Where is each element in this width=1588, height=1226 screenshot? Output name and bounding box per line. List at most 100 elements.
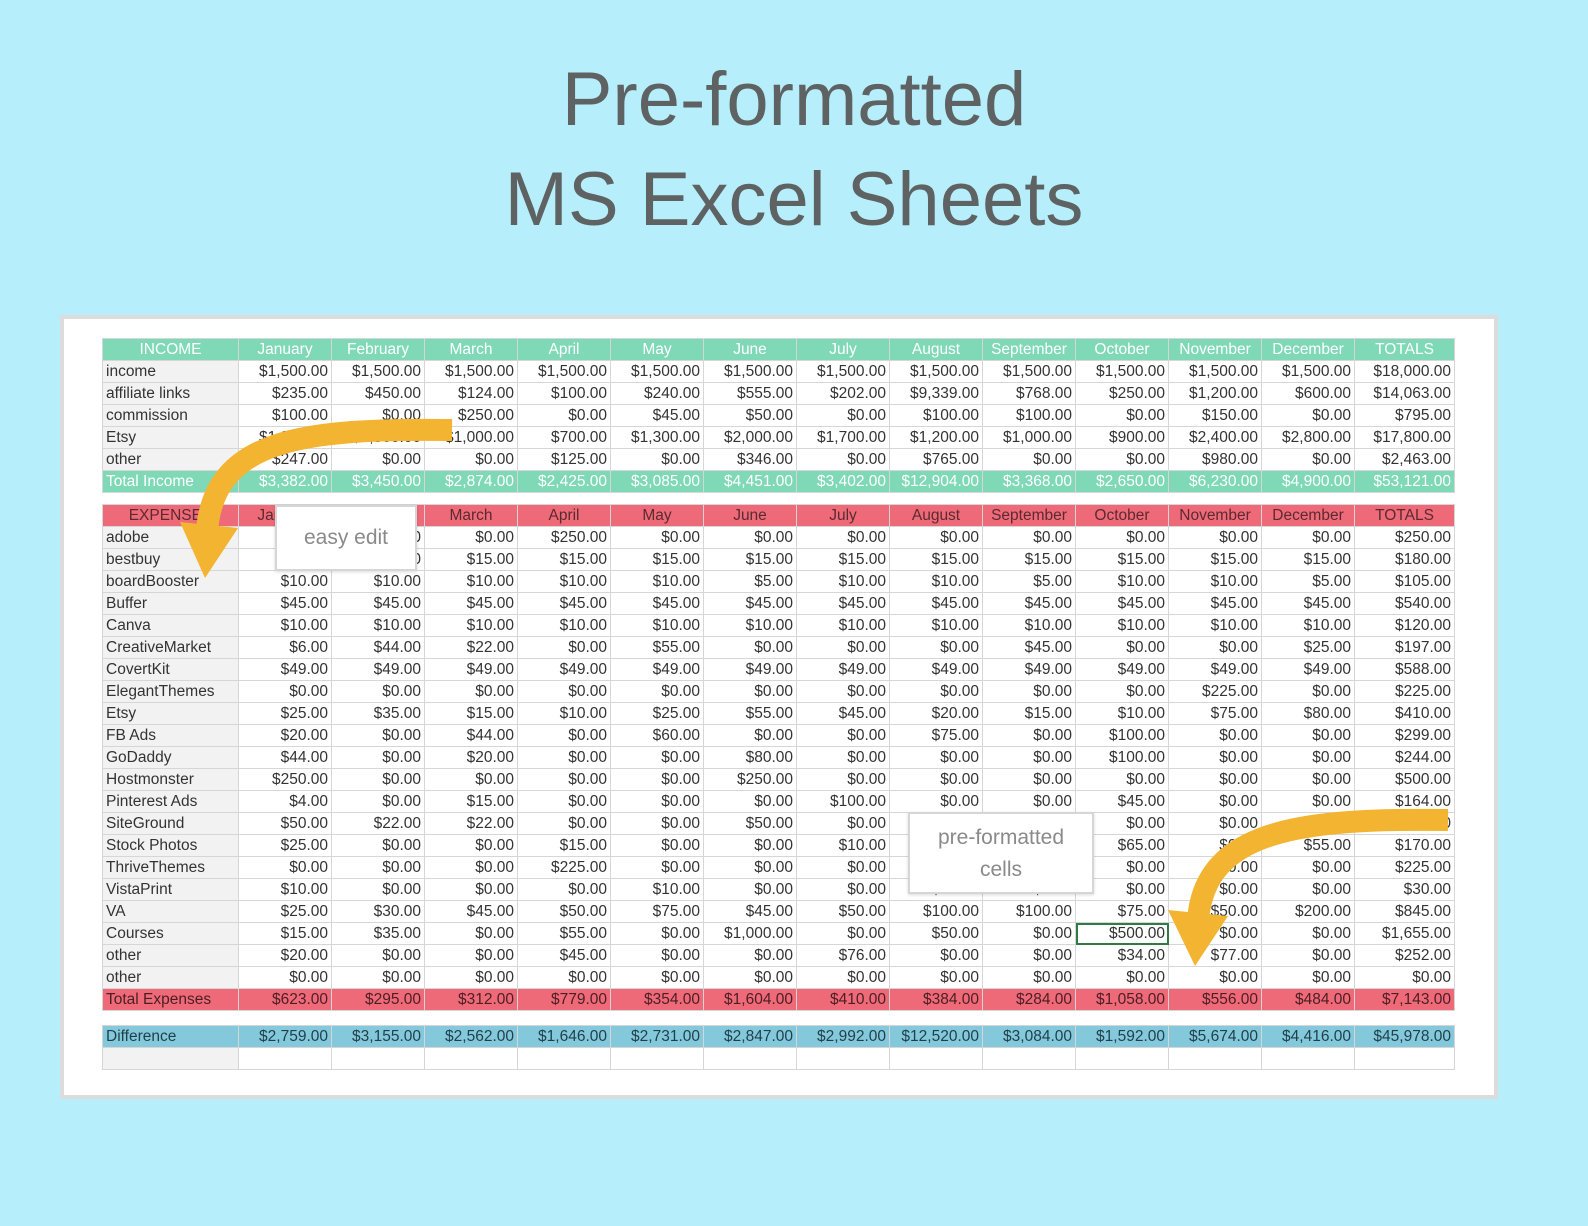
cell[interactable]: $0.00 (796, 768, 890, 791)
cell[interactable]: $0.00 (703, 856, 797, 879)
cell[interactable]: TOTALS (1354, 338, 1455, 361)
cell[interactable]: $1,000.00 (982, 426, 1076, 449)
cell[interactable]: $2,874.00 (424, 470, 518, 493)
cell[interactable]: $284.00 (982, 988, 1076, 1011)
cell[interactable]: $2,650.00 (1075, 470, 1169, 493)
cell[interactable]: $556.00 (1168, 988, 1262, 1011)
cell[interactable]: $34.00 (1075, 944, 1169, 967)
cell[interactable]: February (331, 338, 425, 361)
cell[interactable]: $75.00 (1075, 900, 1169, 923)
cell[interactable]: $4,416.00 (1261, 1025, 1355, 1048)
cell[interactable]: $2,400.00 (1168, 426, 1262, 449)
cell[interactable]: August (889, 338, 983, 361)
cell[interactable]: $5.00 (982, 570, 1076, 593)
cell[interactable]: $295.00 (331, 988, 425, 1011)
cell[interactable]: $0.00 (424, 768, 518, 791)
cell[interactable]: $3,085.00 (610, 470, 704, 493)
cell[interactable]: $0.00 (1075, 404, 1169, 427)
cell[interactable]: Courses (102, 922, 239, 945)
cell[interactable]: $384.00 (889, 988, 983, 1011)
cell[interactable]: $0.00 (889, 790, 983, 813)
cell[interactable]: Total Income (102, 470, 239, 493)
cell[interactable]: $0.00 (982, 448, 1076, 471)
cell[interactable]: $346.00 (703, 448, 797, 471)
cell[interactable]: September (982, 338, 1076, 361)
cell[interactable]: $100.00 (982, 900, 1076, 923)
cell[interactable]: $0.00 (331, 790, 425, 813)
cell[interactable]: $20.00 (238, 724, 332, 747)
cell[interactable]: $0.00 (424, 526, 518, 549)
cell[interactable]: $3,450.00 (331, 470, 425, 493)
cell[interactable]: $15.00 (982, 702, 1076, 725)
cell[interactable]: other (102, 966, 239, 989)
cell[interactable]: $1,000.00 (703, 922, 797, 945)
cell[interactable]: $0.00 (1075, 680, 1169, 703)
cell[interactable]: $4,900.00 (1261, 470, 1355, 493)
cell[interactable]: July (796, 504, 890, 527)
cell[interactable]: $1,604.00 (703, 988, 797, 1011)
cell[interactable]: $0.00 (889, 636, 983, 659)
cell[interactable]: $14,063.00 (1354, 382, 1455, 405)
cell[interactable]: $10.00 (982, 614, 1076, 637)
cell[interactable]: Buffer (102, 592, 239, 615)
cell[interactable]: $3,402.00 (796, 470, 890, 493)
cell[interactable]: March (424, 338, 518, 361)
cell[interactable]: $12,520.00 (889, 1025, 983, 1048)
cell[interactable]: $0.00 (517, 768, 611, 791)
cell[interactable]: $50.00 (796, 900, 890, 923)
cell[interactable]: May (610, 338, 704, 361)
cell[interactable]: $240.00 (610, 382, 704, 405)
cell[interactable]: $0.00 (517, 878, 611, 901)
cell[interactable]: $484.00 (1261, 988, 1355, 1011)
empty-cell[interactable] (1354, 1047, 1455, 1070)
cell[interactable]: $2,425.00 (517, 470, 611, 493)
cell[interactable]: Canva (102, 614, 239, 637)
cell[interactable]: commission (102, 404, 239, 427)
cell[interactable]: $60.00 (610, 724, 704, 747)
cell[interactable]: $45.00 (424, 592, 518, 615)
cell[interactable]: $25.00 (1261, 636, 1355, 659)
cell[interactable]: GoDaddy (102, 746, 239, 769)
cell[interactable]: $252.00 (1354, 944, 1455, 967)
cell[interactable]: $44.00 (331, 636, 425, 659)
cell[interactable]: $10.00 (517, 614, 611, 637)
cell[interactable]: $44.00 (424, 724, 518, 747)
cell[interactable]: $0.00 (610, 922, 704, 945)
cell[interactable]: $10.00 (1075, 570, 1169, 593)
cell[interactable]: $0.00 (796, 526, 890, 549)
cell[interactable]: $0.00 (703, 790, 797, 813)
cell[interactable]: $45.00 (1075, 592, 1169, 615)
cell[interactable]: Etsy (102, 426, 239, 449)
cell[interactable]: Pinterest Ads (102, 790, 239, 813)
cell[interactable]: $410.00 (796, 988, 890, 1011)
cell[interactable]: $0.00 (517, 680, 611, 703)
cell[interactable]: November (1168, 504, 1262, 527)
cell[interactable]: $15.00 (1075, 548, 1169, 571)
cell[interactable]: $25.00 (610, 702, 704, 725)
cell[interactable]: $15.00 (424, 790, 518, 813)
cell[interactable]: July (796, 338, 890, 361)
cell[interactable]: CreativeMarket (102, 636, 239, 659)
cell[interactable]: $0.00 (796, 922, 890, 945)
cell[interactable]: $49.00 (238, 658, 332, 681)
cell[interactable]: $2,562.00 (424, 1025, 518, 1048)
cell[interactable]: $15.00 (889, 548, 983, 571)
cell[interactable]: $49.00 (1168, 658, 1262, 681)
cell[interactable]: $125.00 (517, 448, 611, 471)
cell[interactable]: $1,058.00 (1075, 988, 1169, 1011)
cell[interactable]: $45.00 (889, 592, 983, 615)
cell[interactable]: Difference (102, 1025, 239, 1048)
cell[interactable]: $200.00 (1261, 900, 1355, 923)
cell[interactable]: $4,451.00 (703, 470, 797, 493)
cell[interactable]: $3,382.00 (238, 470, 332, 493)
cell[interactable]: $0.00 (703, 966, 797, 989)
cell[interactable]: SiteGround (102, 812, 239, 835)
cell[interactable]: $768.00 (982, 382, 1076, 405)
cell[interactable]: $10.00 (889, 614, 983, 637)
cell[interactable]: $10.00 (796, 834, 890, 857)
cell[interactable]: VistaPrint (102, 878, 239, 901)
cell[interactable]: $1,655.00 (1354, 922, 1455, 945)
cell[interactable]: $1,592.00 (1075, 1025, 1169, 1048)
cell[interactable]: $0.00 (1261, 856, 1355, 879)
cell[interactable]: October (1075, 338, 1169, 361)
